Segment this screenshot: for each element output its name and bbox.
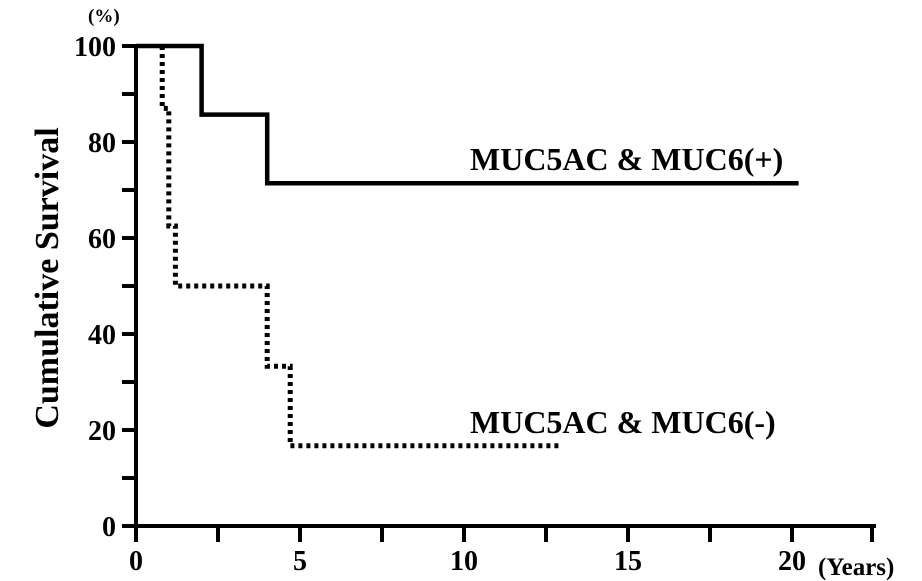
y-tick-label: 80 [88,128,116,159]
y-tick-label: 40 [88,320,116,351]
x-tick-label: 5 [293,546,307,577]
y-axis-title: Cumulative Survival [29,127,66,428]
y-unit-label: (%) [88,6,120,27]
x-unit-label: (Years) [818,554,894,581]
y-tick-label: 60 [88,224,116,255]
y-tick-label: 20 [88,416,116,447]
x-axis: 0 5 10 15 20 [129,524,876,577]
x-tick-label: 0 [129,546,143,577]
series-line-positive [136,43,799,186]
x-tick-label: 20 [778,546,806,577]
y-tick-label: 0 [102,512,116,543]
series-line-negative [159,46,560,449]
series-lines [136,43,799,449]
y-tick-label: 100 [74,32,116,63]
y-axis: 0 20 40 60 80 100 [74,32,138,543]
x-tick-label: 10 [450,546,478,577]
series-label-negative: MUC5AC & MUC6(-) [470,404,776,440]
x-tick-label: 15 [614,546,642,577]
series-label-positive: MUC5AC & MUC6(+) [470,141,783,177]
